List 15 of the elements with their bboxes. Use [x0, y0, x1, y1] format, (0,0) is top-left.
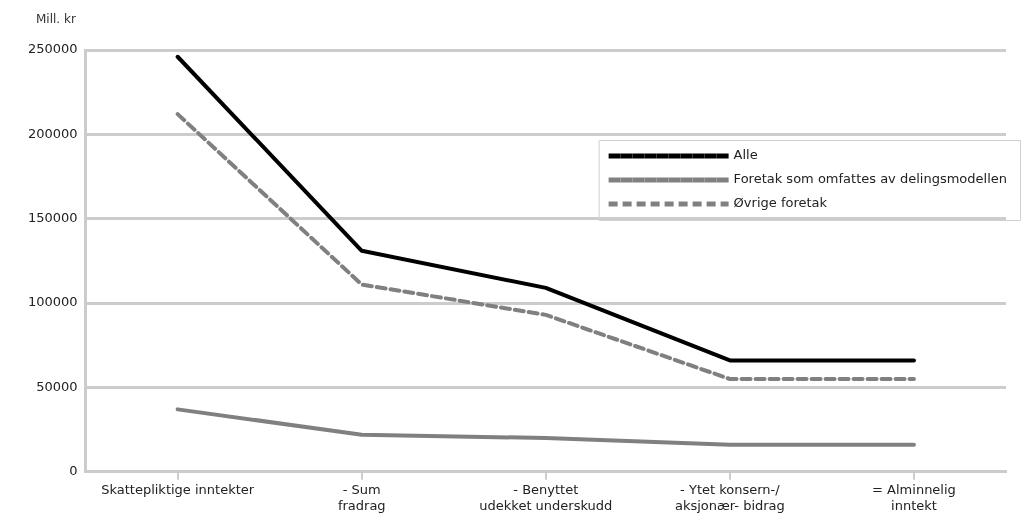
x-tick-label: Skattepliktige inntekter [101, 481, 255, 497]
y-tick-label: 100000 [27, 294, 78, 310]
y-tick-label: 50000 [36, 378, 78, 394]
y-axis-title: Mill. kr [36, 12, 76, 26]
y-tick-label: 200000 [27, 125, 78, 141]
y-tick-label: 250000 [27, 41, 78, 57]
x-tick-label: - Ytet konsern-/ aksjonær- bidrag [674, 481, 785, 513]
y-tick-label: 150000 [27, 210, 78, 226]
x-tick-label: - Benyttet udekket underskudd [479, 481, 613, 513]
legend-label: Foretak som omfattes av delingsmodellen [733, 171, 1007, 187]
y-tick-label: 0 [69, 463, 78, 479]
legend-label: Alle [733, 147, 758, 163]
x-tick-label: - Sum fradrag [337, 481, 386, 513]
legend-label: Øvrige foretak [733, 195, 828, 211]
x-tick-label: = Alminnelig inntekt [872, 481, 956, 513]
